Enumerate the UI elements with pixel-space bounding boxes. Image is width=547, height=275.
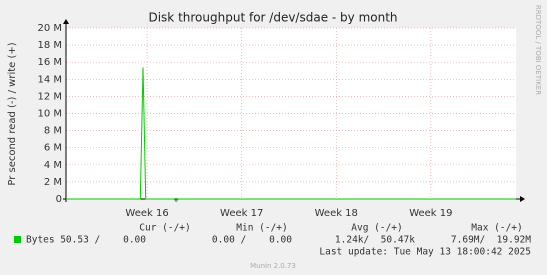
- y-tick-label: 18 M: [37, 40, 62, 51]
- side-text: RRDTOOL / TOBI OETIKER: [534, 5, 542, 95]
- legend-cell: 7.69M/ 19.92M: [451, 235, 531, 246]
- legend-cell: 0.00 / 0.00: [212, 235, 292, 246]
- legend-swatch: [14, 236, 21, 243]
- series-line: [66, 67, 516, 203]
- y-tick-label: 4 M: [44, 160, 62, 171]
- x-tick-label: Week 18: [315, 208, 358, 219]
- axis-arrow: [520, 196, 525, 202]
- y-tick-label: 10 M: [37, 109, 62, 120]
- legend-cell: 1.24k/ 50.47k: [335, 235, 415, 246]
- chart-title: Disk throughput for /dev/sdae - by month: [148, 11, 397, 25]
- y-tick-label: 2 M: [44, 177, 62, 188]
- legend-header: Avg (-/+): [351, 223, 402, 234]
- last-update: Last update: Tue May 13 18:00:42 2025: [319, 247, 531, 258]
- y-axis-label: Pr second read (-) / write (+): [7, 42, 18, 185]
- y-tick-label: 6 M: [44, 143, 62, 154]
- y-tick-label: 8 M: [44, 126, 62, 137]
- y-tick-label: 16 M: [37, 57, 62, 68]
- y-tick-label: 20 M: [37, 23, 62, 34]
- y-tick-label: 14 M: [37, 74, 62, 85]
- legend-label: Bytes: [26, 235, 55, 246]
- legend-header: Max (-/+): [471, 223, 522, 234]
- legend-header: Cur (-/+): [139, 223, 190, 234]
- axis-arrow: [63, 19, 69, 24]
- x-tick-label: Week 17: [220, 208, 263, 219]
- footer: Munin 2.0.73: [250, 262, 296, 270]
- legend-cell: 50.53 / 0.00: [60, 235, 146, 246]
- y-tick-label: 0: [56, 194, 62, 205]
- legend-header: Min (-/+): [236, 223, 287, 234]
- x-tick-label: Week 16: [125, 208, 168, 219]
- x-tick-label: Week 19: [409, 208, 452, 219]
- y-tick-label: 12 M: [37, 91, 62, 102]
